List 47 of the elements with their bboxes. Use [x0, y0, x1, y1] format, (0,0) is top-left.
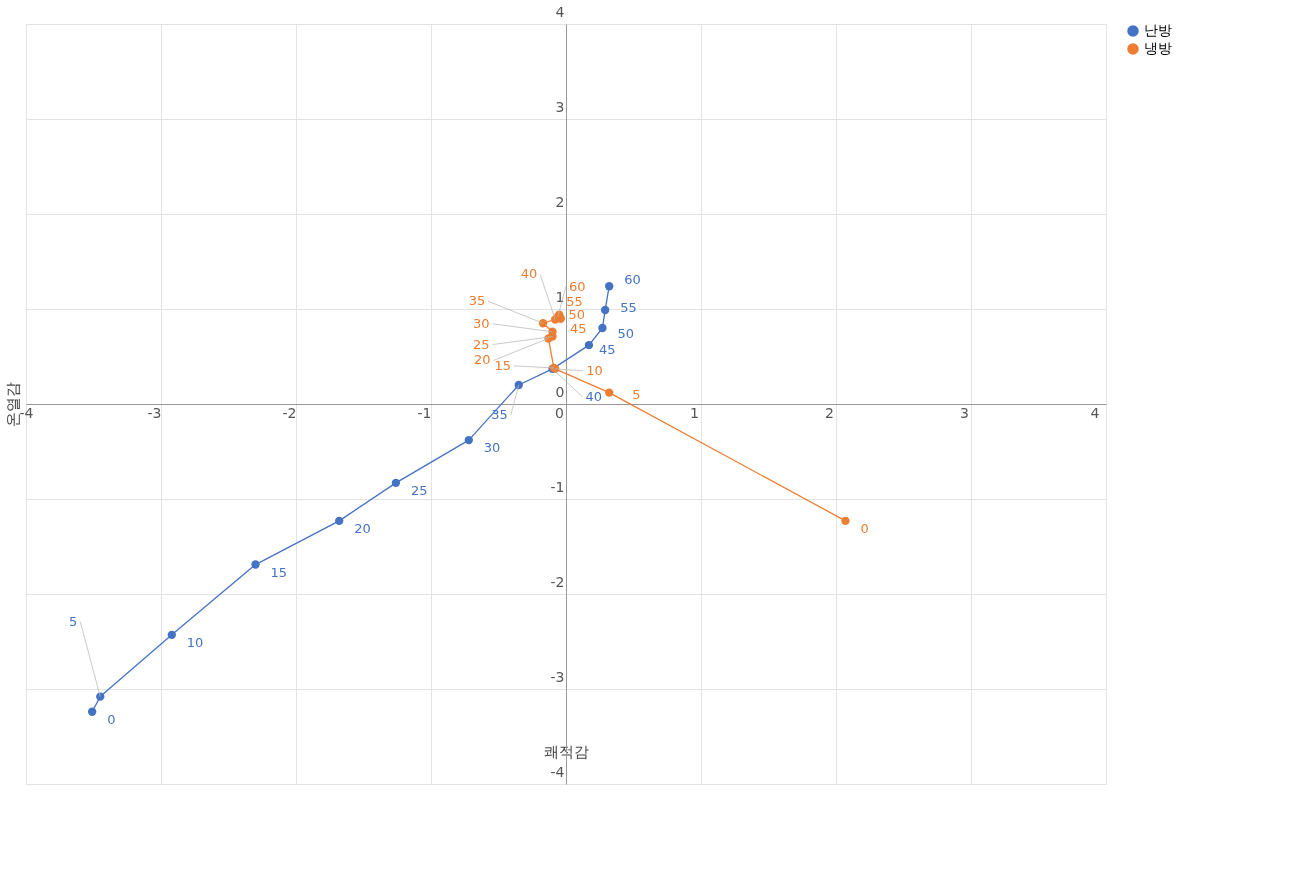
y-axis-title: 온열감 — [3, 382, 22, 427]
y-tick-label: 4 — [555, 3, 565, 20]
annotation: 20 — [474, 352, 491, 368]
y-tick-label: -4 — [550, 763, 565, 780]
x-tick-label: 3 — [960, 404, 969, 421]
annotation: 25 — [410, 482, 428, 498]
annotation: 15 — [494, 357, 511, 373]
x-tick-label: 4 — [1090, 404, 1100, 421]
annotation: 10 — [586, 362, 603, 378]
annotation: 25 — [473, 336, 490, 352]
annotation: 40 — [585, 388, 603, 404]
y-tick-label: 0 — [555, 383, 565, 400]
x-tick-label: -2 — [282, 404, 297, 421]
x-tick-label: 2 — [825, 404, 834, 421]
annotation: 55 — [566, 293, 583, 309]
legend-label: 난방 — [1144, 22, 1172, 38]
annotation: 45 — [598, 342, 616, 358]
annotation: 0 — [860, 520, 869, 536]
annotation: 5 — [632, 386, 641, 402]
x-tick-label: -1 — [417, 404, 432, 421]
y-tick-label: 1 — [555, 288, 565, 305]
annotation: 15 — [270, 564, 288, 580]
annotation: 50 — [568, 306, 586, 322]
annotation: 50 — [617, 326, 634, 341]
y-tick-label: 2 — [555, 193, 565, 210]
x-tick-label: 1 — [690, 404, 699, 421]
y-tick-label: -2 — [550, 573, 565, 590]
annotation: 20 — [354, 520, 371, 536]
annotation: 40 — [520, 266, 538, 282]
annotation: 30 — [483, 440, 501, 456]
annotation: 35 — [468, 293, 486, 309]
x-axis-title: 쾌적감 — [544, 742, 589, 761]
annotation: 35 — [491, 407, 508, 422]
annotation: 0 — [107, 711, 116, 727]
y-tick-label: 3 — [555, 98, 565, 115]
x-tick-label: -4 — [19, 404, 34, 421]
annotation: 10 — [186, 634, 204, 650]
annotation: 45 — [569, 321, 587, 337]
y-tick-label: -1 — [550, 478, 565, 495]
x-tick-label: -3 — [147, 404, 162, 421]
annotation: 60 — [624, 272, 641, 288]
annotation: 60 — [568, 278, 586, 294]
y-tick-label: -3 — [550, 668, 565, 685]
annotation: 30 — [473, 315, 490, 331]
annotation: 55 — [620, 299, 637, 315]
annotation: 5 — [69, 613, 78, 629]
legend-label: 냉방 — [1144, 40, 1172, 56]
